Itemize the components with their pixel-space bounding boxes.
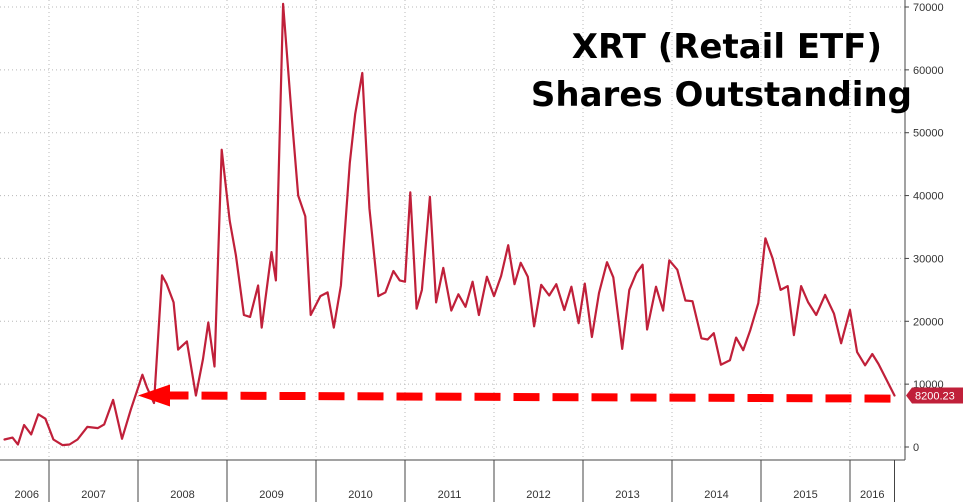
- x-tick-label: 2016: [860, 489, 884, 501]
- last-value-box: [906, 387, 963, 404]
- arrow-shaft: [167, 391, 891, 403]
- last-value-label: 8200.23: [915, 390, 955, 402]
- chart-title-line-1: XRT (Retail ETF): [572, 27, 882, 67]
- x-tick-label: 2012: [526, 489, 550, 501]
- x-tick-label: 2015: [793, 489, 817, 501]
- y-tick-label: 30000: [913, 253, 944, 265]
- last-value-layer: 8200.23: [906, 387, 963, 404]
- y-tick-label: 70000: [913, 2, 944, 14]
- chart-title-line-2: Shares Outstanding: [531, 75, 912, 115]
- grid-lines: [0, 0, 905, 460]
- y-tick-label: 20000: [913, 316, 944, 328]
- x-tick-label: 2011: [438, 489, 462, 501]
- x-tick-label: 2013: [615, 489, 639, 501]
- series-layer: [3, 2, 896, 447]
- y-tick-label: 50000: [913, 128, 944, 140]
- x-tick-label: 2014: [704, 489, 728, 501]
- arrow-head: [138, 384, 170, 407]
- x-tick-label: 2010: [348, 489, 372, 501]
- y-tick-label: 0: [913, 442, 919, 454]
- arrow-annotation: [138, 384, 891, 407]
- x-axis: 2006 2007 2008 2009 2010 2011 2012 2013 2014 2015…: [0, 459, 905, 502]
- series-line: [3, 2, 896, 447]
- y-tick-label: 40000: [913, 191, 944, 203]
- y-tick-label: 60000: [913, 65, 944, 77]
- x-tick-label: 2007: [81, 489, 105, 501]
- x-tick-label: 2006: [15, 489, 39, 501]
- x-tick-label: 2009: [259, 489, 283, 501]
- x-tick-label: 2008: [170, 489, 194, 501]
